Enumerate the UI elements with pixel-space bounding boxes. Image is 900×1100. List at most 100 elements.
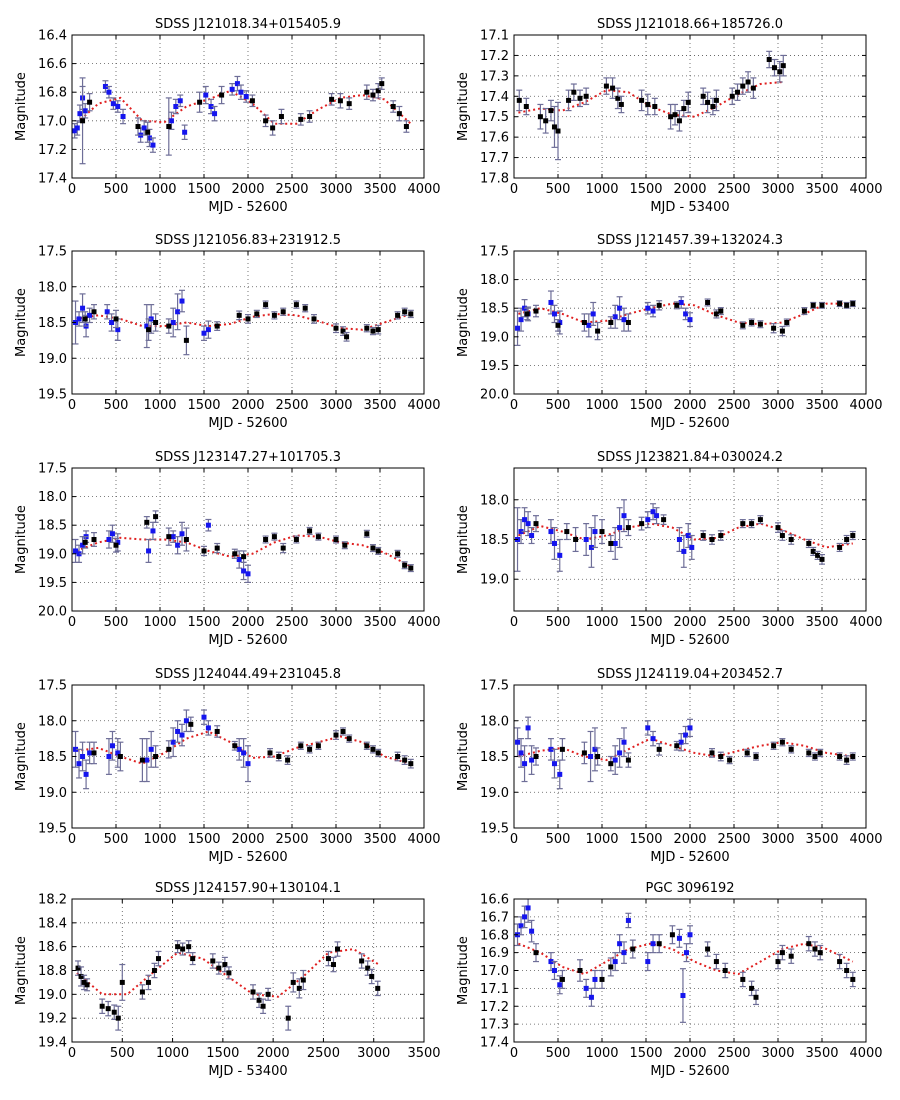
data-point-black	[674, 302, 680, 308]
data-point-black	[806, 540, 812, 546]
data-point-black	[777, 69, 783, 75]
data-point-blue	[592, 976, 598, 982]
data-point-black	[145, 129, 151, 135]
data-point-black	[559, 976, 565, 982]
y-tick-label: 19.5	[480, 359, 509, 374]
data-point-black	[564, 529, 570, 535]
y-tick-label: 18.0	[480, 493, 509, 508]
data-point-black	[232, 743, 238, 749]
y-tick-label: 17.2	[480, 1000, 509, 1015]
x-tick-label: 0	[510, 615, 518, 630]
data-point-black	[359, 958, 365, 964]
data-point-blue	[205, 327, 211, 333]
x-tick-label: 3500	[805, 398, 838, 413]
y-tick-label: 18.5	[38, 750, 67, 765]
data-point-black	[180, 946, 186, 952]
data-point-black	[342, 542, 348, 548]
x-tick-label: 500	[110, 1046, 135, 1061]
y-tick-label: 18.4	[38, 916, 67, 931]
data-point-blue	[654, 513, 660, 519]
data-point-black	[780, 63, 786, 69]
x-tick-label: 0	[510, 1046, 518, 1061]
data-point-black	[749, 985, 755, 991]
data-point-black	[810, 548, 816, 554]
y-tick-label: 18.0	[480, 273, 509, 288]
data-point-black	[87, 99, 93, 105]
data-layer	[516, 50, 787, 161]
x-tick-label: 1500	[187, 832, 220, 847]
data-point-blue	[179, 531, 185, 537]
data-point-blue	[87, 750, 93, 756]
data-point-black	[618, 101, 624, 107]
data-point-black	[749, 521, 755, 527]
data-point-black	[555, 128, 561, 134]
data-point-blue	[115, 750, 121, 756]
x-axis-label: MJD - 52600	[208, 200, 287, 215]
data-point-black	[713, 959, 719, 965]
y-axis-label: Magnitude	[456, 288, 471, 357]
data-point-black	[119, 979, 125, 985]
data-point-blue	[144, 323, 150, 329]
data-point-black	[307, 114, 313, 120]
data-point-black	[817, 750, 823, 756]
model-curve	[76, 312, 412, 331]
data-point-black	[78, 973, 84, 979]
x-tick-label: 1500	[206, 1046, 239, 1061]
y-tick-label: 17.3	[480, 1018, 509, 1033]
data-point-black	[293, 302, 299, 308]
data-point-blue	[650, 308, 656, 314]
x-tick-label: 0	[510, 398, 518, 413]
data-point-blue	[612, 540, 618, 546]
data-point-black	[700, 93, 706, 99]
data-point-black	[630, 946, 636, 952]
data-point-black	[837, 959, 843, 965]
data-point-blue	[592, 529, 598, 535]
data-point-black	[144, 519, 150, 525]
x-tick-label: 1500	[629, 398, 662, 413]
data-point-blue	[548, 746, 554, 752]
data-point-black	[722, 968, 728, 973]
data-point-blue	[592, 746, 598, 752]
x-tick-label: 0	[68, 398, 76, 413]
chart-title: SDSS J124119.04+203452.7	[597, 667, 783, 682]
data-point-blue	[245, 571, 251, 577]
data-point-black	[285, 1015, 291, 1021]
data-point-black	[263, 118, 269, 124]
data-point-black	[390, 104, 396, 109]
y-tick-label: 17.0	[480, 964, 509, 979]
data-point-blue	[645, 305, 651, 311]
chart-title: SDSS J121018.34+015405.9	[155, 17, 341, 32]
x-tick-label: 3500	[363, 615, 396, 630]
data-point-black	[408, 311, 414, 317]
y-axis-label: Magnitude	[14, 722, 29, 791]
data-point-black	[533, 950, 539, 956]
y-axis-label: Magnitude	[14, 936, 29, 1005]
data-point-black	[370, 746, 376, 752]
y-tick-label: 17.4	[480, 90, 509, 105]
x-tick-label: 3000	[761, 832, 794, 847]
grid	[513, 468, 867, 611]
data-point-black	[583, 93, 589, 99]
data-point-blue	[617, 750, 623, 756]
data-point-blue	[150, 142, 156, 148]
data-point-blue	[687, 725, 693, 731]
y-tick-label: 18.0	[38, 490, 67, 505]
data-point-black	[298, 116, 304, 122]
data-point-black	[403, 124, 409, 130]
data-point-black	[603, 83, 609, 89]
data-point-black	[249, 98, 255, 104]
data-point-black	[153, 514, 159, 520]
data-point-black	[656, 746, 662, 752]
x-tick-label: 1000	[585, 832, 618, 847]
x-tick-label: 500	[546, 398, 571, 413]
x-tick-label: 3000	[319, 398, 352, 413]
data-point-black	[844, 968, 850, 973]
data-point-blue	[683, 311, 689, 317]
data-point-blue	[109, 743, 115, 749]
x-tick-label: 3500	[407, 1046, 440, 1061]
data-point-blue	[141, 125, 147, 131]
data-point-black	[346, 101, 352, 107]
data-point-black	[608, 964, 614, 970]
x-tick-label: 2500	[275, 398, 308, 413]
data-point-black	[700, 533, 706, 539]
